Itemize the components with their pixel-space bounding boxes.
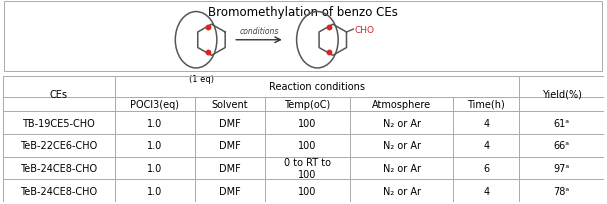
Text: DMF: DMF — [219, 141, 241, 151]
Text: 6: 6 — [483, 163, 489, 173]
Text: Temp(oC): Temp(oC) — [285, 99, 331, 109]
Text: 1.0: 1.0 — [147, 163, 162, 173]
Text: N₂ or Ar: N₂ or Ar — [382, 163, 421, 173]
Text: 1.0: 1.0 — [147, 141, 162, 151]
Text: Yield(%): Yield(%) — [541, 89, 582, 99]
Text: (1 eq): (1 eq) — [189, 74, 214, 83]
Text: 100: 100 — [299, 141, 317, 151]
Text: 4: 4 — [483, 118, 489, 128]
Text: N₂ or Ar: N₂ or Ar — [382, 186, 421, 196]
Text: 4: 4 — [483, 186, 489, 196]
Text: CHO: CHO — [354, 26, 375, 34]
Text: 1.0: 1.0 — [147, 186, 162, 196]
Text: 100: 100 — [299, 186, 317, 196]
Text: TeB-22CE6-CHO: TeB-22CE6-CHO — [20, 141, 98, 151]
Text: DMF: DMF — [219, 118, 241, 128]
Text: 4: 4 — [483, 141, 489, 151]
Text: Time(h): Time(h) — [467, 99, 505, 109]
Text: 1.0: 1.0 — [147, 118, 162, 128]
Text: Reaction conditions: Reaction conditions — [269, 82, 365, 92]
Text: 78ᵃ: 78ᵃ — [554, 186, 570, 196]
Text: 61ᵃ: 61ᵃ — [554, 118, 569, 128]
Text: conditions: conditions — [239, 27, 279, 36]
Text: Bromomethylation of benzo CEs: Bromomethylation of benzo CEs — [208, 6, 398, 19]
Text: 100: 100 — [299, 118, 317, 128]
Text: 66ᵃ: 66ᵃ — [554, 141, 569, 151]
Text: Solvent: Solvent — [212, 99, 248, 109]
Text: TeB-24CE8-CHO: TeB-24CE8-CHO — [20, 186, 98, 196]
Text: 0 to RT to
100: 0 to RT to 100 — [284, 157, 331, 179]
Text: N₂ or Ar: N₂ or Ar — [382, 141, 421, 151]
Text: 97ᵃ: 97ᵃ — [554, 163, 570, 173]
Text: TeB-24CE8-CHO: TeB-24CE8-CHO — [20, 163, 98, 173]
Text: DMF: DMF — [219, 163, 241, 173]
Text: N₂ or Ar: N₂ or Ar — [382, 118, 421, 128]
Text: POCl3(eq): POCl3(eq) — [131, 99, 179, 109]
Text: CEs: CEs — [50, 89, 68, 99]
Text: TB-19CE5-CHO: TB-19CE5-CHO — [22, 118, 95, 128]
Text: DMF: DMF — [219, 186, 241, 196]
Text: Atmosphere: Atmosphere — [372, 99, 431, 109]
